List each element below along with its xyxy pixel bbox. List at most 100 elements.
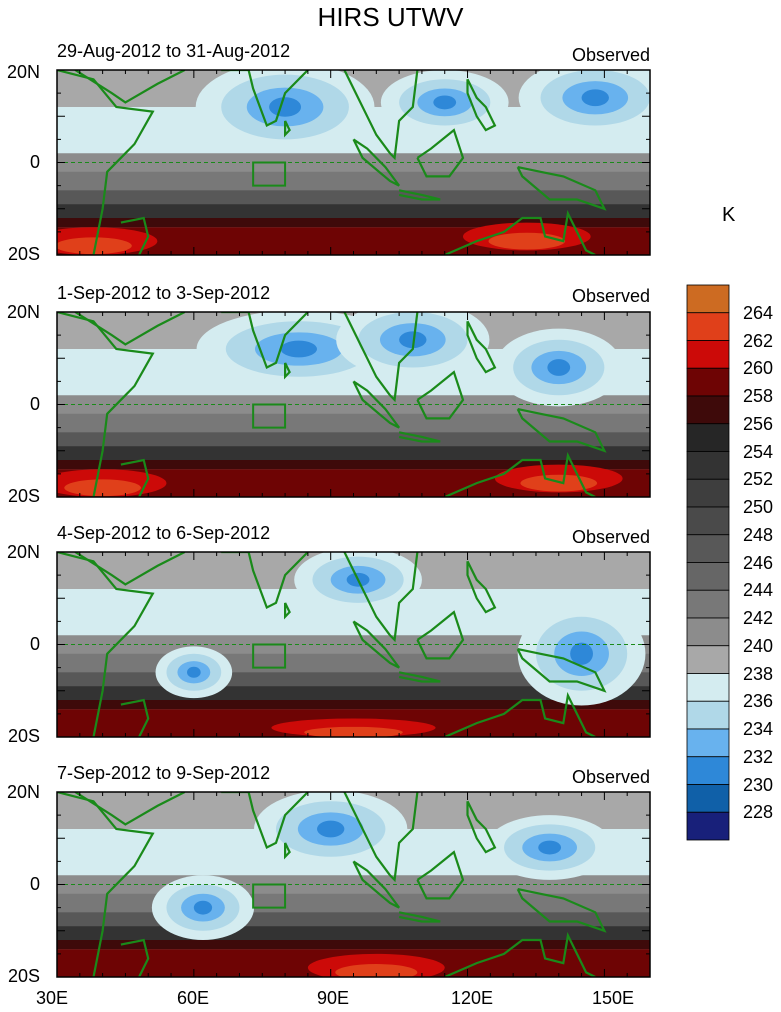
- coastline: [284, 602, 291, 620]
- colorbar-tick-label: 236: [743, 691, 774, 712]
- field-band: [57, 460, 650, 470]
- field-band: [57, 204, 650, 218]
- colorbar-tick-label: 256: [743, 413, 774, 434]
- colorbar-tick-label: 262: [743, 330, 774, 351]
- panel-4-label: Observed: [571, 767, 650, 787]
- lon-label-90e: 90E: [316, 988, 350, 1008]
- coastline: [352, 380, 400, 429]
- moist-region: [538, 840, 562, 855]
- coastline: [74, 70, 186, 104]
- coastline: [516, 408, 607, 453]
- coastline: [352, 860, 400, 909]
- panel-3-label: Observed: [571, 527, 650, 547]
- field-band: [57, 893, 650, 913]
- map-panel-1: [57, 70, 650, 255]
- panel-2-date: 1-Sep-2012 to 3-Sep-2012: [57, 283, 271, 303]
- lat-label-0: 0: [29, 874, 40, 894]
- colorbar-tick-label: 254: [743, 441, 774, 462]
- coastline: [120, 216, 150, 255]
- colorbar-tick-label: 230: [743, 774, 774, 795]
- map-panel-3: [57, 552, 650, 737]
- coastline: [120, 698, 150, 737]
- field-band: [57, 190, 650, 205]
- lon-label-60e: 60E: [176, 988, 210, 1008]
- coastline: [352, 620, 400, 669]
- colorbar-tick-label: 238: [743, 663, 774, 684]
- moist-region: [280, 340, 318, 358]
- lat-label-20n: 20N: [6, 542, 40, 562]
- study-region-box: [252, 643, 287, 669]
- coastline: [120, 938, 150, 977]
- coastline: [284, 120, 291, 138]
- colorbar-tick-label: 232: [743, 746, 774, 767]
- coastline: [516, 648, 607, 693]
- lat-label-20n: 20N: [6, 782, 40, 802]
- coastline: [444, 691, 596, 737]
- coastline: [398, 911, 441, 923]
- moist-region: [547, 359, 571, 376]
- coastline: [398, 189, 441, 201]
- coastline: [343, 70, 419, 161]
- figure-title: HIRS UTWV: [317, 2, 464, 32]
- coastline: [398, 671, 441, 683]
- lon-label-120e: 120E: [450, 988, 494, 1008]
- colorbar-tick-label: 258: [743, 386, 774, 406]
- colorbar-tick-label: 228: [743, 802, 774, 823]
- colorbar-tick-label: 234: [743, 719, 774, 739]
- lat-label-0: 0: [29, 152, 40, 172]
- coastline: [120, 458, 150, 497]
- coastline: [74, 552, 186, 586]
- colorbar-tick-label: 246: [743, 552, 774, 573]
- lat-label-20s: 20S: [7, 726, 40, 746]
- lat-label-0: 0: [29, 394, 40, 414]
- coastline: [444, 451, 596, 497]
- lat-label-20s: 20S: [7, 966, 40, 986]
- coastline: [221, 792, 309, 850]
- field-band: [57, 171, 650, 191]
- study-region-box: [252, 403, 287, 429]
- colorbar-tick-label: 260: [743, 358, 774, 379]
- colorbar-tick-label: 250: [743, 497, 774, 517]
- colorbar-tick-label: 240: [743, 635, 774, 656]
- coastline: [516, 888, 607, 933]
- field-band: [57, 912, 650, 927]
- lat-label-20s: 20S: [7, 486, 40, 506]
- field-band: [57, 940, 650, 950]
- lon-label-150e: 150E: [591, 988, 635, 1008]
- coastline: [416, 128, 465, 178]
- coastline: [221, 70, 309, 128]
- panel-2-label: Observed: [571, 286, 650, 306]
- panel-3-date: 4-Sep-2012 to 6-Sep-2012: [57, 523, 271, 543]
- moist-region: [570, 642, 593, 665]
- study-region-box: [252, 161, 287, 187]
- axis-ticks: [56, 791, 651, 978]
- coastline: [516, 166, 607, 211]
- moist-region: [317, 820, 345, 838]
- dry-region: [488, 232, 566, 250]
- moist-region: [433, 95, 457, 110]
- moist-region: [581, 89, 609, 107]
- colorbar-tick-label: 264: [743, 302, 774, 323]
- field-band: [57, 218, 650, 228]
- lat-label-20n: 20N: [6, 302, 40, 322]
- axis-ticks: [56, 311, 651, 498]
- lat-label-20s: 20S: [7, 244, 40, 264]
- coastline: [343, 792, 419, 883]
- lat-label-0: 0: [29, 634, 40, 654]
- colorbar-tick-label: 248: [743, 524, 774, 545]
- study-region-box: [252, 883, 287, 909]
- moist-region: [399, 331, 427, 349]
- panel-1-label: Observed: [571, 45, 650, 65]
- moist-region: [193, 900, 213, 915]
- coastline: [466, 78, 497, 132]
- coastline: [352, 138, 400, 187]
- coastline: [221, 552, 309, 610]
- panel-4-date: 7-Sep-2012 to 9-Sep-2012: [57, 763, 271, 783]
- colorbar-tick-label: 244: [743, 580, 774, 601]
- moist-region: [269, 97, 302, 117]
- field-band: [57, 432, 650, 447]
- dry-region: [304, 726, 403, 737]
- axis-ticks: [56, 551, 651, 738]
- coastline: [398, 431, 441, 443]
